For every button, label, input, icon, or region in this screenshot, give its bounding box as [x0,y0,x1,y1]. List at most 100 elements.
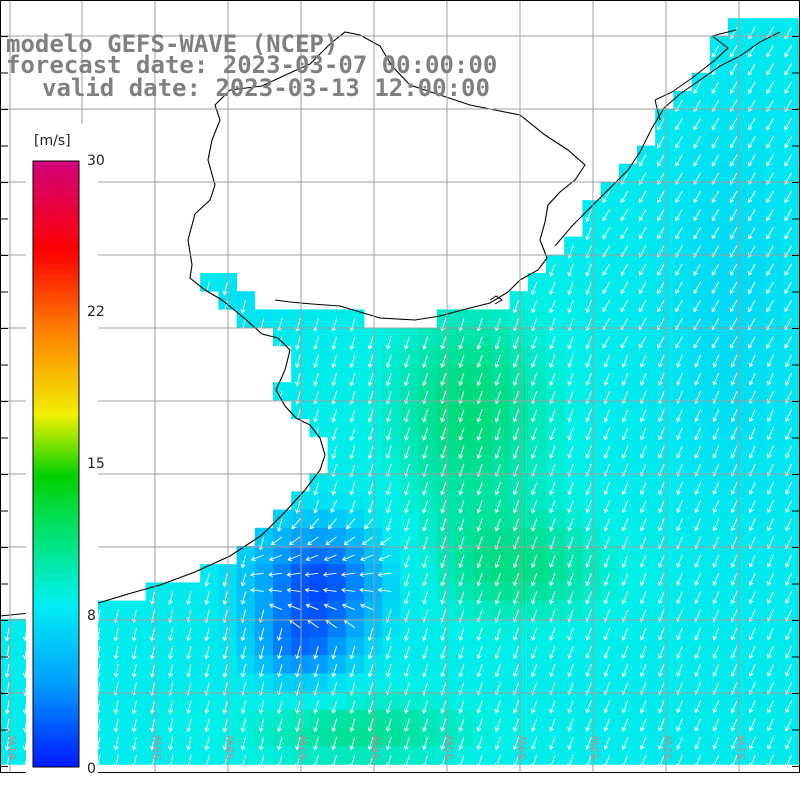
wind-arrowhead [675,198,680,204]
wind-arrow [531,445,538,459]
wind-arrowhead [694,526,700,532]
wind-arrowhead [549,708,554,714]
wind-arrowhead [748,763,754,768]
wind-arrow [639,227,647,239]
wind-arrow [784,81,792,94]
wind-arrowhead [729,143,735,149]
wind-arrowhead [549,381,554,386]
wind-arrow [341,589,355,592]
wind-arrow [495,318,501,331]
wind-arrowhead [620,216,626,222]
wind-arrowhead [422,490,427,496]
wind-arrow [766,263,774,276]
wind-arrow [695,573,702,586]
wind-arrowhead [385,344,391,350]
wind-arrowhead [149,600,155,605]
wind-arrow [360,572,374,576]
wind-arrow [187,591,192,605]
wind-arrow [531,354,538,368]
wind-arrowhead [785,362,790,368]
wind-arrow [314,482,319,495]
wind-arrow [269,554,283,561]
wind-arrow [657,263,665,276]
wind-arrow [350,372,356,386]
wind-arrow [568,427,574,440]
wind-arrowhead [676,763,681,768]
wind-arrow [325,536,337,545]
wind-arrowhead [385,454,391,460]
wind-arrowhead [730,526,736,532]
wind-arrowhead [385,490,391,496]
wind-arrow [731,445,738,458]
wind-arrow [332,718,338,732]
wind-arrowhead [730,562,736,568]
wind-arrowhead [748,508,754,514]
wind-arrow [639,299,647,312]
wind-arrow [568,645,574,659]
wind-arrow [676,500,683,513]
wind-arrow [495,700,501,714]
wind-arrowhead [603,745,609,750]
wind-arrow [350,354,356,368]
wind-arrowhead [729,252,735,258]
wind-arrowhead [385,745,391,751]
wind-arrowhead [620,307,626,313]
wind-arrow [368,645,374,659]
wind-arrowhead [729,198,735,204]
wind-arrow [441,736,447,750]
wind-arrowhead [767,508,772,513]
wind-arrowhead [693,234,698,240]
wind-arrowhead [295,654,301,660]
wind-arrowhead [403,599,409,605]
wind-arrowhead [4,745,10,751]
wind-arrowhead [638,289,644,295]
wind-arrow [531,427,538,440]
wind-arrow [477,445,483,459]
wind-arrow [586,736,592,750]
wind-arrowhead [730,672,736,677]
wind-arrow [531,554,538,568]
wind-arrowhead [729,70,735,76]
wind-arrowhead [422,599,427,605]
wind-arrow [622,682,629,695]
wind-arrow [604,736,611,750]
wind-arrowhead [621,417,627,423]
wind-arrow [657,281,665,294]
wind-arrow [602,208,610,221]
wind-arrowhead [422,654,427,660]
wind-arrowhead [729,52,735,58]
wind-arrow [423,645,429,659]
wind-arrowhead [331,745,337,751]
wind-arrowhead [250,571,255,578]
wind-arrowhead [531,308,536,314]
wind-arrowhead [113,673,119,678]
wind-arrow [169,718,174,732]
wind-arrowhead [711,125,717,131]
wind-arrowhead [549,745,554,750]
wind-arrow [423,591,429,604]
speed-cell [309,564,328,583]
wind-arrow [477,591,483,604]
wind-arrowhead [785,580,790,586]
wind-arrow [748,190,756,203]
wind-arrow [602,281,610,294]
wind-arrow [169,627,174,641]
wind-arrow [350,700,356,714]
wind-arrow [332,445,338,459]
wind-arrow [278,318,283,332]
wind-arrowhead [694,380,700,386]
wind-arrow [205,700,210,714]
wind-arrow [785,573,793,586]
wind-arrow [586,700,592,713]
wind-arrow [784,227,792,239]
wind-arrowhead [657,271,662,276]
wind-arrowhead [476,636,482,641]
wind-arrowhead [676,581,681,586]
wind-arrowhead [4,727,10,733]
northern-coast [654,29,737,121]
wind-arrow [187,627,192,641]
wind-arrow [314,736,319,750]
wind-arrow [767,427,774,440]
wind-arrowhead [676,435,681,441]
longitude-label: 51W [735,735,748,760]
